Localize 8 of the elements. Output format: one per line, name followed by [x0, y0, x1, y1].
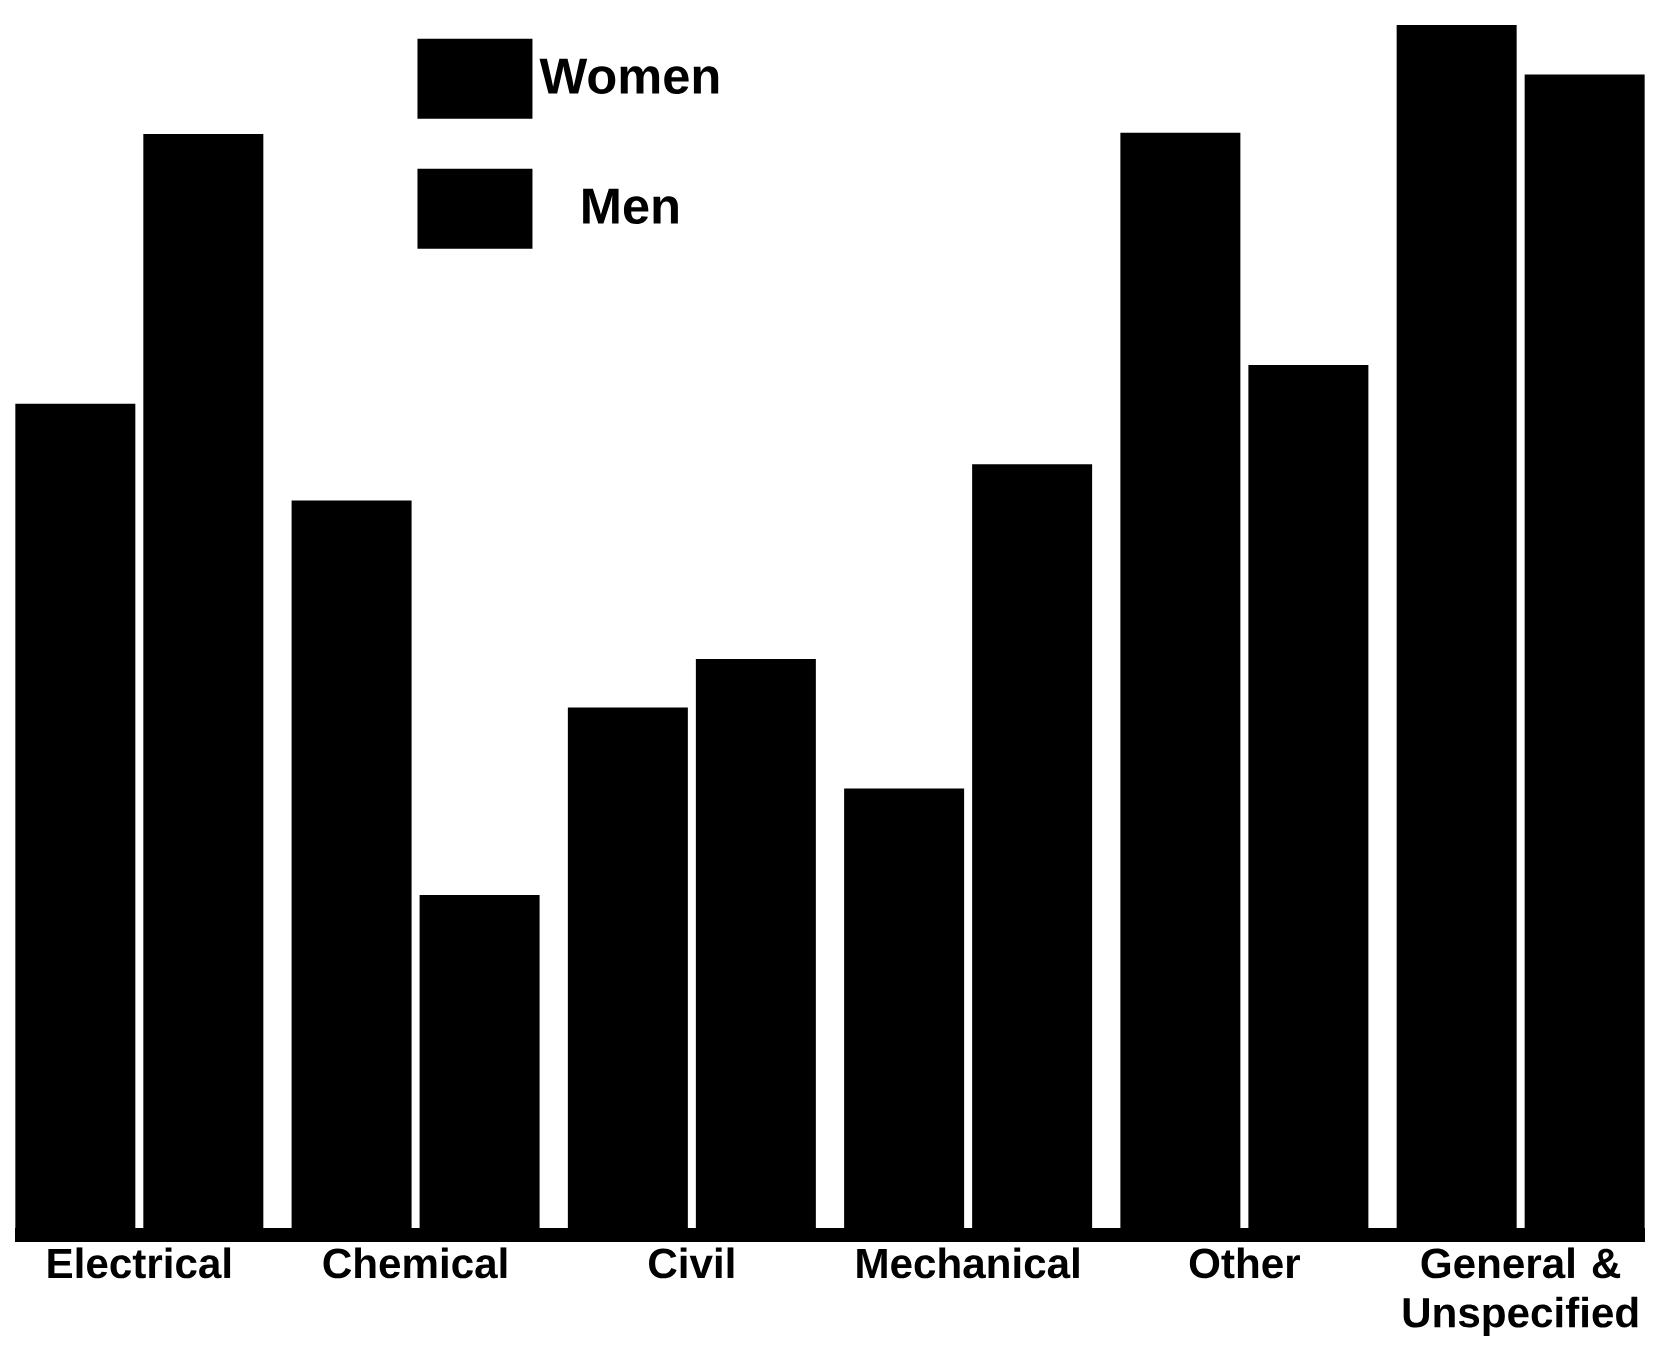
legend-label: Women: [539, 58, 719, 95]
legend-label: Men: [583, 188, 678, 225]
x-tick-label: Electrical: [48, 1247, 231, 1279]
x-tick-label: Other: [1189, 1247, 1300, 1279]
x-tick-label: Civil: [649, 1247, 734, 1279]
x-tick-label: Chemical: [323, 1247, 507, 1279]
x-tick-label: General & Unspecified: [1403, 1247, 1638, 1336]
x-tick-label: Mechanical: [857, 1247, 1079, 1279]
